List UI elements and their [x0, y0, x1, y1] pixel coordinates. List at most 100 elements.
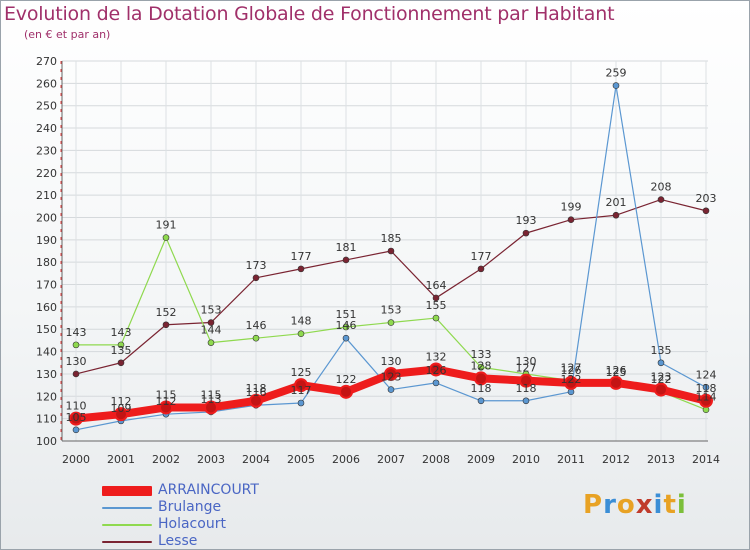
point-lesse — [387, 247, 395, 255]
x-tick-label: 2002 — [152, 453, 180, 466]
data-label-lesse: 203 — [696, 192, 717, 205]
point-lesse — [522, 229, 530, 237]
point-lesse — [297, 265, 305, 273]
legend-item: Lesse — [102, 533, 259, 550]
y-tick-label: 120 — [36, 390, 57, 403]
data-label-lesse: 181 — [336, 241, 357, 254]
data-label-lesse: 177 — [291, 250, 312, 263]
data-label-brulange: 122 — [561, 373, 582, 386]
point-lesse — [207, 319, 215, 326]
y-tick-label: 260 — [36, 77, 57, 90]
data-label-holacourt: 143 — [111, 326, 132, 339]
x-tick-label: 2014 — [692, 453, 720, 466]
data-label-arraincourt: 115 — [201, 388, 222, 401]
point-holacourt — [432, 314, 440, 322]
point-lesse — [252, 274, 260, 282]
point-arraincourt — [339, 384, 353, 399]
logo-letter: P — [583, 490, 604, 520]
data-label-holacourt: 127 — [561, 362, 582, 375]
data-label-arraincourt: 128 — [471, 359, 492, 372]
data-label-brulange: 126 — [426, 364, 447, 377]
point-lesse — [567, 216, 575, 224]
y-tick-label: 250 — [36, 100, 57, 113]
y-tick-label: 210 — [36, 189, 57, 202]
point-brulange — [612, 82, 620, 89]
point-brulange — [342, 334, 350, 342]
data-label-arraincourt: 126 — [561, 364, 582, 377]
legend-label: Brulange — [158, 499, 222, 515]
data-label-holacourt: 130 — [516, 355, 537, 368]
point-arraincourt — [699, 393, 713, 408]
data-label-arraincourt: 127 — [516, 362, 537, 375]
data-label-arraincourt: 112 — [111, 395, 132, 408]
data-label-lesse: 173 — [246, 259, 267, 272]
chart-title: Evolution de la Dotation Globale de Fonc… — [4, 3, 615, 25]
data-label-brulange: 116 — [246, 386, 267, 399]
point-brulange — [297, 399, 305, 407]
legend-swatch — [102, 540, 152, 543]
data-label-arraincourt: 130 — [381, 355, 402, 368]
point-brulange — [432, 379, 440, 387]
data-label-brulange: 109 — [111, 402, 132, 415]
point-brulange — [522, 397, 530, 405]
logo-letter: x — [635, 490, 654, 520]
data-label-holacourt: 191 — [156, 219, 177, 232]
point-lesse — [117, 359, 125, 367]
data-label-arraincourt: 123 — [651, 371, 672, 384]
data-label-lesse: 208 — [651, 181, 672, 194]
legend-label: Lesse — [158, 533, 198, 549]
point-holacourt — [162, 234, 170, 241]
chart-legend: ARRAINCOURT Brulange Holacourt Lesse — [102, 482, 259, 550]
data-label-arraincourt: 125 — [291, 366, 312, 379]
point-holacourt — [477, 363, 485, 371]
point-holacourt — [117, 341, 125, 349]
data-label-brulange: 112 — [156, 395, 177, 408]
point-arraincourt — [159, 400, 173, 415]
point-arraincourt — [609, 375, 623, 390]
point-holacourt — [342, 323, 350, 331]
y-tick-label: 130 — [36, 368, 57, 381]
data-label-brulange: 118 — [516, 382, 537, 395]
point-lesse — [72, 370, 80, 378]
point-brulange — [702, 384, 710, 391]
point-holacourt — [252, 334, 260, 342]
data-label-holacourt: 151 — [336, 308, 357, 321]
data-label-arraincourt: 110 — [66, 400, 87, 413]
y-tick-label: 230 — [36, 144, 57, 157]
x-tick-label: 2011 — [557, 453, 585, 466]
chart-subtitle: (en € et par an) — [24, 28, 111, 41]
point-arraincourt — [294, 378, 308, 393]
data-label-holacourt: 114 — [696, 391, 717, 404]
point-brulange — [657, 359, 665, 367]
point-brulange — [387, 386, 395, 393]
data-label-brulange: 118 — [471, 382, 492, 395]
x-tick-label: 2008 — [422, 453, 450, 466]
x-tick-label: 2005 — [287, 453, 315, 466]
legend-swatch — [102, 506, 152, 509]
legend-swatch — [102, 523, 152, 526]
legend-item: Brulange — [102, 499, 259, 516]
logo-letter: i — [676, 490, 687, 520]
point-arraincourt — [69, 411, 83, 426]
point-holacourt — [72, 341, 80, 349]
point-lesse — [612, 211, 620, 219]
legend-label: Holacourt — [158, 516, 226, 532]
data-label-lesse: 177 — [471, 250, 492, 263]
y-tick-label: 190 — [36, 234, 57, 247]
y-tick-label: 140 — [36, 346, 57, 359]
logo-letter: r — [603, 490, 617, 520]
y-tick-label: 220 — [36, 167, 57, 180]
data-label-arraincourt: 115 — [156, 388, 177, 401]
y-tick-label: 170 — [36, 279, 57, 292]
y-tick-label: 200 — [36, 211, 57, 224]
data-label-lesse: 185 — [381, 232, 402, 245]
point-arraincourt — [654, 382, 668, 397]
point-arraincourt — [384, 366, 398, 381]
data-label-arraincourt: 118 — [696, 382, 717, 395]
y-tick-label: 100 — [36, 435, 57, 448]
data-label-brulange: 117 — [291, 384, 312, 397]
y-tick-label: 180 — [36, 256, 57, 269]
data-label-lesse: 152 — [156, 306, 177, 319]
data-label-holacourt: 133 — [471, 348, 492, 361]
